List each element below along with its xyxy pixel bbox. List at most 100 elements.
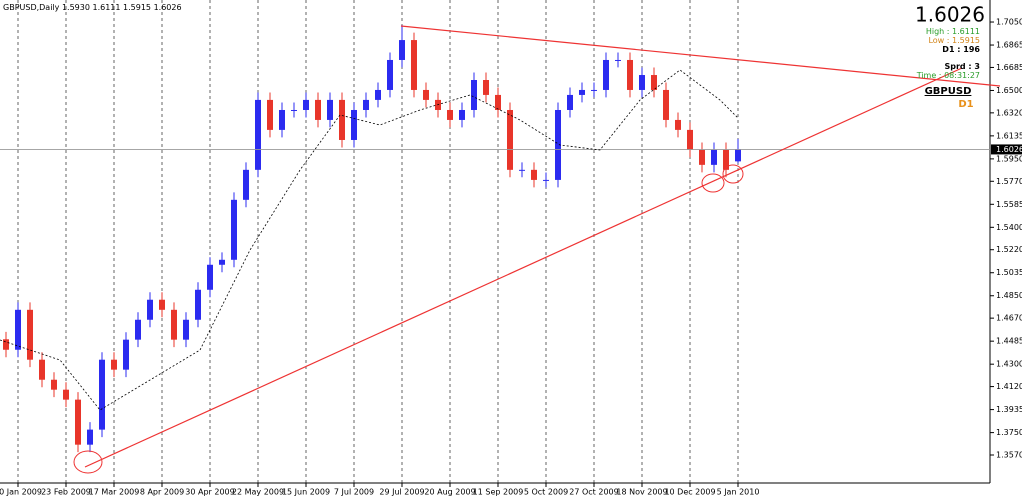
x-tick-label: 22 May 2009 [232,488,284,497]
candle-body [147,299,153,320]
candle-body [627,59,633,90]
highlight-circle [722,164,744,184]
candle-body [735,149,741,162]
y-tick-label: 1.4850 [996,291,1022,300]
x-tick-label: 15 Jun 2009 [282,488,330,497]
y-tick-label: 1.3750 [996,428,1022,437]
last-price-box [991,144,1022,155]
y-tick-label: 1.5950 [996,154,1022,163]
candle-body [207,264,213,290]
candle-body [51,379,57,390]
candle-body [411,40,417,90]
candle-body [399,40,405,60]
chart-title: GBPUSD,Daily 1.5930 1.6111 1.5915 1.6026 [3,3,182,12]
y-tick-label: 1.6320 [996,108,1022,117]
candle-body [723,149,729,170]
candle-body [15,309,21,350]
candle-body [579,89,585,95]
highlight-circle [701,173,725,193]
candle-body [3,339,9,350]
x-tick-label: 8 Apr 2009 [140,488,184,497]
y-tick-label: 1.6685 [996,63,1022,72]
candle-body [423,89,429,100]
x-tick-label: 27 Oct 2009 [569,488,618,497]
y-tick-label: 1.5770 [996,177,1022,186]
y-tick-label: 1.5220 [996,245,1022,254]
candle-body [687,129,693,150]
x-tick-label: 30 Apr 2009 [185,488,234,497]
candle-body [183,319,189,340]
y-tick-label: 1.5585 [996,200,1022,209]
candle-body [171,309,177,340]
candle-body [483,80,489,95]
candle-body [351,109,357,140]
spread-info: Sprd : 3 [944,62,980,71]
x-tick-label: 23 Feb 2009 [41,488,91,497]
candle-body [111,359,117,370]
candle-body [315,99,321,120]
candle-body [447,109,453,120]
candle-body [531,169,537,180]
last-price: 1.6026 [915,3,985,27]
candle-body [243,169,249,200]
candle-body [567,94,573,110]
y-tick-label: 1.3570 [996,451,1022,460]
candle-body [195,289,201,320]
x-tick-label: 11 Sep 2009 [473,488,524,497]
candle-body [27,309,33,360]
candle-body [603,59,609,90]
symbol-label: GBPUSD [925,86,972,97]
candle-body [159,299,165,310]
y-tick-label: 1.4300 [996,360,1022,369]
candle-body [639,75,645,90]
x-tick-label: 30 Jan 2009 [0,488,42,497]
candle-body [519,169,525,171]
candle-body [75,399,81,445]
candle-body [327,99,333,120]
candle-body [543,179,549,181]
candle-body [375,89,381,100]
bars-info: D1 : 196 [942,45,980,54]
candle-body [495,94,501,110]
y-tick-label: 1.4485 [996,337,1022,346]
candle-body [651,75,657,90]
time-info: Time : 08:31:27 [916,71,980,80]
candle-body [459,109,465,120]
moving-average [0,69,739,411]
y-tick-label: 1.6865 [996,41,1022,50]
candle-body [711,149,717,165]
y-tick-label: 1.7050 [996,18,1022,27]
last-price-tag: 1.6026 [996,145,1022,154]
x-tick-label: 20 Aug 2009 [424,488,475,497]
candle-body [339,99,345,140]
x-tick-label: 5 Jan 2010 [717,488,760,497]
y-tick-label: 1.4670 [996,314,1022,323]
candle-body [699,149,705,165]
candle-body [471,80,477,110]
candle-body [219,259,225,265]
candle-body [87,429,93,445]
candle-body [675,119,681,130]
support-trendline [84,67,963,468]
candle-body [615,59,621,61]
highlight-circle [73,450,103,474]
y-tick-label: 1.6135 [996,131,1022,140]
candle-body [363,99,369,110]
x-tick-label: 29 Jul 2009 [379,488,424,497]
x-tick-label: 18 Nov 2009 [616,488,667,497]
candle-body [591,89,597,91]
x-tick-label: 5 Oct 2009 [524,488,568,497]
y-tick-label: 1.3935 [996,405,1022,414]
y-tick-label: 1.5400 [996,223,1022,232]
candle-body [255,99,261,170]
candle-body [507,109,513,170]
candle-body [231,199,237,260]
candle-body [279,109,285,130]
x-tick-label: 17 Mar 2009 [89,488,140,497]
candle-body [387,59,393,90]
candle-body [63,389,69,400]
candle-body [555,109,561,180]
candle-body [267,99,273,130]
y-tick-label: 1.4120 [996,382,1022,391]
